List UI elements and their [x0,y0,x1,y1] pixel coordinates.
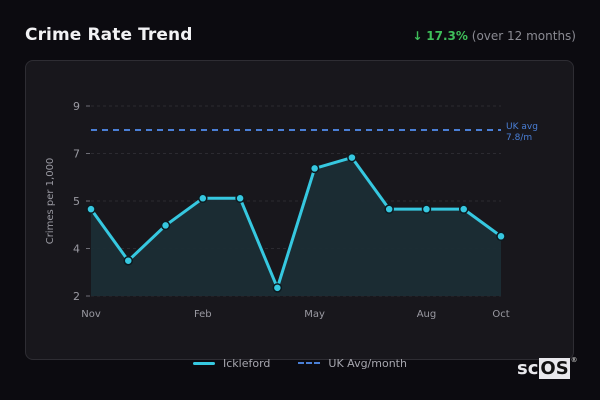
data-point [160,220,171,231]
x-tick-label: May [304,309,325,320]
data-point [496,231,506,242]
logo-boxed: OS [539,358,570,379]
y-tick-label: 7 [73,148,80,161]
data-point [272,283,283,293]
dashed-line-swatch-icon [298,362,321,364]
data-point [384,204,394,214]
solid-line-swatch-icon [193,361,216,365]
trend-summary: ↓ 17.3% (over 12 months) [412,29,576,43]
x-tick-label: Oct [492,309,509,320]
data-point [421,204,432,214]
registered-mark-icon: ® [570,355,578,364]
logo-prefix: sc [517,358,539,379]
data-point [235,193,245,204]
chart-legend: Ickleford UK Avg/month [0,355,600,371]
legend-item-ickleford[interactable]: Ickleford [193,357,270,370]
data-point [458,204,469,214]
page-title: Crime Rate Trend [25,25,193,45]
legend-label: Ickleford [223,356,271,370]
scos-logo: sc OS ® [517,355,578,379]
data-point [86,204,96,214]
uk-avg-annotation: UK avg [506,122,538,132]
data-point [347,152,357,163]
legend-label: UK Avg/month [328,356,407,370]
trend-note: (over 12 months) [471,29,576,43]
y-axis-label: Crimes per 1,000 [45,158,56,245]
y-tick-label: 9 [73,100,80,113]
y-tick-label: 5 [73,195,80,208]
x-tick-label: Nov [81,309,101,320]
y-tick-label: 2 [73,290,80,303]
area-fill [91,157,501,296]
x-tick-label: Aug [417,309,437,320]
trend-down-arrow-icon: ↓ [412,29,423,43]
data-point [198,193,208,204]
trend-percent: 17.3% [426,29,468,43]
y-tick-label: 4 [73,243,80,256]
data-point [123,255,134,266]
chart-card [25,60,574,360]
ickleford-line [89,156,502,290]
x-tick-label: Feb [194,309,212,320]
legend-item-uk-avg[interactable]: UK Avg/month [298,357,407,370]
uk-avg-annotation-value: 7.8/m [506,133,532,143]
data-point [309,163,320,174]
